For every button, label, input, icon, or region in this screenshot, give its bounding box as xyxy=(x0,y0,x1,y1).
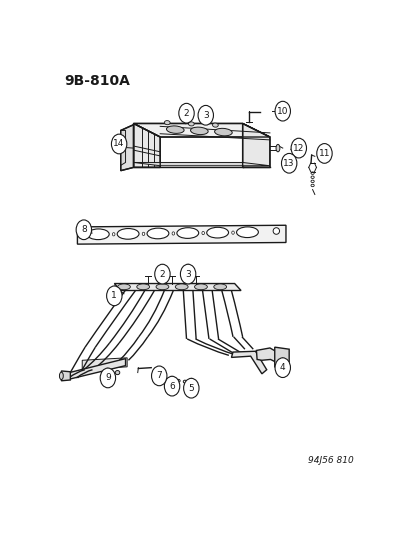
Circle shape xyxy=(180,264,195,284)
Circle shape xyxy=(274,358,290,377)
Polygon shape xyxy=(242,124,269,167)
Ellipse shape xyxy=(156,284,169,290)
Text: 13: 13 xyxy=(283,159,294,168)
Polygon shape xyxy=(133,124,160,167)
Polygon shape xyxy=(121,125,133,171)
Text: 3: 3 xyxy=(202,111,208,120)
Polygon shape xyxy=(121,131,125,165)
Circle shape xyxy=(154,264,170,284)
Text: 2: 2 xyxy=(159,270,165,279)
Polygon shape xyxy=(69,359,125,379)
Text: 94J56 810: 94J56 810 xyxy=(307,456,352,465)
Circle shape xyxy=(290,138,306,158)
Ellipse shape xyxy=(176,379,180,382)
Ellipse shape xyxy=(273,228,279,235)
Text: 9B-810A: 9B-810A xyxy=(64,74,130,88)
Ellipse shape xyxy=(77,230,83,237)
Text: 8: 8 xyxy=(81,225,86,235)
Circle shape xyxy=(107,286,122,306)
Ellipse shape xyxy=(115,370,119,375)
Ellipse shape xyxy=(231,231,234,235)
Polygon shape xyxy=(114,284,240,290)
Text: 5: 5 xyxy=(188,384,194,393)
Text: 6: 6 xyxy=(169,382,175,391)
Text: 10: 10 xyxy=(276,107,288,116)
Polygon shape xyxy=(256,348,282,366)
Circle shape xyxy=(197,106,213,125)
Text: 11: 11 xyxy=(318,149,330,158)
Text: 2: 2 xyxy=(183,109,189,118)
Polygon shape xyxy=(133,163,269,166)
Ellipse shape xyxy=(171,377,175,381)
Circle shape xyxy=(274,101,290,121)
Text: 7: 7 xyxy=(156,372,162,381)
Ellipse shape xyxy=(175,284,188,290)
Circle shape xyxy=(164,376,179,396)
Ellipse shape xyxy=(166,126,184,133)
Polygon shape xyxy=(61,371,70,381)
Text: 14: 14 xyxy=(113,140,124,149)
Ellipse shape xyxy=(188,122,194,126)
Ellipse shape xyxy=(87,229,109,240)
Circle shape xyxy=(178,103,194,123)
Ellipse shape xyxy=(194,284,207,290)
Circle shape xyxy=(111,134,126,154)
Ellipse shape xyxy=(183,380,186,383)
Circle shape xyxy=(76,220,91,240)
Ellipse shape xyxy=(112,232,115,236)
Ellipse shape xyxy=(164,120,170,125)
Ellipse shape xyxy=(117,284,130,290)
Circle shape xyxy=(151,366,166,386)
Polygon shape xyxy=(231,351,266,374)
Ellipse shape xyxy=(172,232,174,235)
Circle shape xyxy=(100,368,115,388)
Text: 12: 12 xyxy=(292,143,304,152)
Circle shape xyxy=(183,378,199,398)
Circle shape xyxy=(316,143,331,163)
Ellipse shape xyxy=(142,232,145,236)
Ellipse shape xyxy=(117,229,139,239)
Ellipse shape xyxy=(214,128,232,136)
Ellipse shape xyxy=(202,231,204,235)
Ellipse shape xyxy=(275,144,279,152)
Polygon shape xyxy=(77,225,285,244)
Ellipse shape xyxy=(190,127,208,135)
Ellipse shape xyxy=(59,372,63,379)
Circle shape xyxy=(281,154,296,173)
Ellipse shape xyxy=(147,228,169,239)
Polygon shape xyxy=(274,347,288,368)
Text: 1: 1 xyxy=(111,292,117,300)
Text: 9: 9 xyxy=(105,374,111,382)
Ellipse shape xyxy=(212,123,218,127)
Ellipse shape xyxy=(213,284,226,290)
Text: 3: 3 xyxy=(185,270,190,279)
Ellipse shape xyxy=(206,227,228,238)
Ellipse shape xyxy=(176,228,198,238)
Ellipse shape xyxy=(236,227,258,238)
Polygon shape xyxy=(133,124,269,137)
Text: 4: 4 xyxy=(279,363,285,372)
Ellipse shape xyxy=(136,284,149,290)
Polygon shape xyxy=(82,358,127,369)
